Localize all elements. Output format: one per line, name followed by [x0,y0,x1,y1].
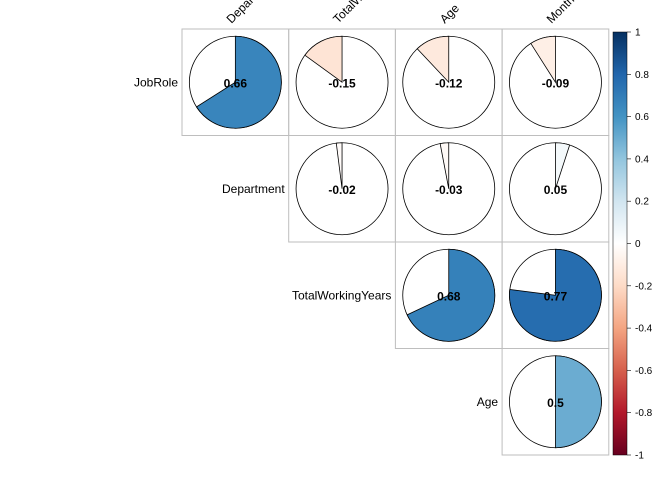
correlation-value: 0.77 [544,289,568,303]
correlation-value: -0.15 [328,76,356,90]
pie-slice [335,142,343,189]
legend-tick-label: 0.6 [635,112,649,123]
legend-color-bar [612,31,628,456]
pie-slice [509,248,602,342]
column-label: Age [437,1,462,26]
row-label: JobRole [134,75,178,89]
pie-slice [555,142,571,189]
pie-layer [188,35,602,449]
correlation-value: -0.12 [435,76,463,90]
correlation-value: 0.66 [224,76,248,90]
row-label: Department [222,182,285,196]
legend-tick-label: -0.2 [635,281,653,292]
pie-slice [530,35,556,84]
column-label: TotalWorkingYears [330,0,410,26]
correlation-value: -0.03 [435,183,463,197]
row-label: TotalWorkingYears [292,288,391,302]
legend-tick-label: 0.8 [635,70,649,81]
legend-tick-label: -0.8 [635,408,653,419]
row-label: Age [477,395,499,409]
pie-slice [555,355,602,449]
pie-slice [406,248,496,342]
legend-tick-label: 0 [635,239,641,250]
grid-cell [501,348,610,456]
correlation-value: -0.02 [328,183,356,197]
legend-tick-label: -1 [635,451,644,462]
color-legend: 1 0.8 0.6 0.4 0.2 0 -0.2 -0.4 -0.6 -0.8 -1 [612,28,653,462]
pie-slice [439,142,450,189]
correlation-value: -0.09 [542,76,570,90]
grid-layer [181,28,610,456]
column-label: Department [224,0,279,26]
legend-tick-label: 0.4 [635,154,649,165]
correlation-value: 0.68 [437,289,461,303]
column-label: MonthlyIncome [544,0,612,26]
pie-slice [195,35,282,129]
pie-slice [304,35,343,84]
legend-tick-label: -0.4 [635,324,653,335]
legend-tick-label: 1 [635,28,641,39]
correlation-value: 0.05 [544,183,568,197]
legend-tick-label: 0.2 [635,197,649,208]
correlation-value: 0.5 [547,396,564,410]
pie-slice [416,35,450,84]
legend-tick-label: -0.6 [635,366,653,377]
